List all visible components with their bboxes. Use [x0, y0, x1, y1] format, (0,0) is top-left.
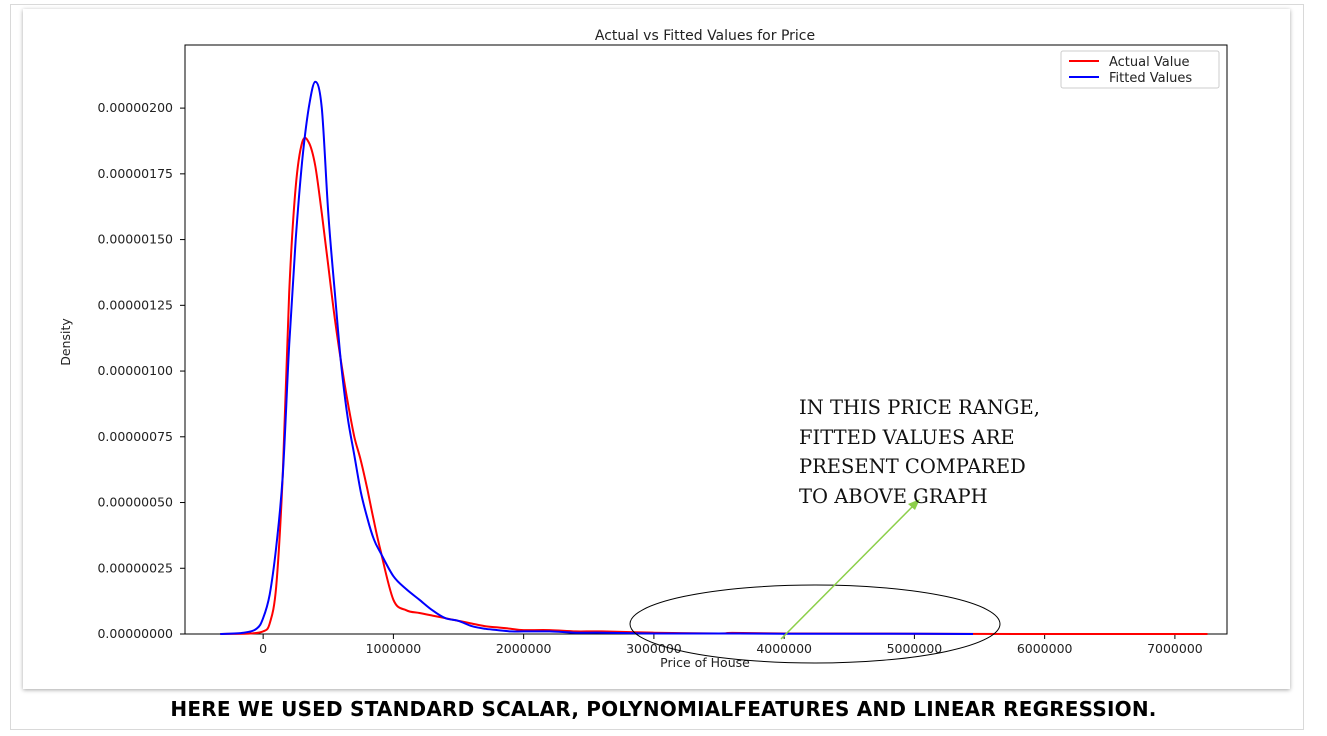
annotation-line-1: IN THIS PRICE RANGE, [799, 396, 1040, 419]
x-tick-label: 2000000 [496, 641, 552, 656]
annotation-line-2: FITTED VALUES ARE [799, 426, 1015, 449]
x-tick-label: 1000000 [366, 641, 422, 656]
y-tick-label: 0.00000175 [97, 166, 173, 181]
annotation-arrowhead [908, 499, 920, 510]
x-tick-label: 5000000 [887, 641, 943, 656]
series-layer [220, 80, 1208, 636]
x-tick-label: 3000000 [626, 641, 682, 656]
y-tick-label: 0.00000000 [97, 626, 173, 641]
y-tick-label: 0.00000050 [97, 495, 173, 510]
legend: Actual Value Fitted Values [1060, 50, 1220, 89]
caption: HERE WE USED STANDARD SCALAR, POLYNOMIAL… [170, 697, 1157, 721]
legend-box [1060, 50, 1220, 89]
y-tick-label: 0.00000150 [97, 232, 173, 247]
x-tick-label: 4000000 [756, 641, 812, 656]
series-line-actual [220, 136, 1208, 636]
x-axis-ticks: 0 1000000 2000000 3000000 4000000 5000000 6000… [259, 634, 1203, 656]
chart-panel: Actual vs Fitted Values for Price 0.0000… [23, 9, 1290, 689]
x-tick-label: 0 [259, 641, 267, 656]
x-axis-label: Price of House [660, 655, 750, 670]
annotation: IN THIS PRICE RANGE, FITTED VALUES ARE P… [629, 396, 1040, 664]
y-axis-label: Density [58, 318, 73, 366]
y-tick-label: 0.00000125 [97, 297, 173, 312]
y-axis-ticks: 0.00000000 0.00000025 0.00000050 0.00000075… [97, 100, 185, 641]
annotation-line-4: TO ABOVE GRAPH [799, 485, 988, 508]
density-chart: Actual vs Fitted Values for Price 0.0000… [58, 28, 1228, 670]
chart-title: Actual vs Fitted Values for Price [595, 28, 815, 44]
annotation-line-3: PRESENT COMPARED [799, 455, 1026, 478]
legend-label-actual: Actual Value [1109, 55, 1190, 70]
legend-label-fitted: Fitted Values [1109, 71, 1192, 86]
series-line-fitted [220, 80, 974, 635]
x-tick-label: 6000000 [1017, 641, 1073, 656]
y-tick-label: 0.00000075 [97, 429, 173, 444]
y-tick-label: 0.00000200 [97, 100, 173, 115]
plot-area [184, 44, 1228, 635]
y-tick-label: 0.00000100 [97, 363, 173, 378]
x-tick-label: 7000000 [1147, 641, 1203, 656]
y-tick-label: 0.00000025 [97, 560, 173, 575]
page-frame [10, 4, 1304, 730]
annotation-arrow [780, 502, 917, 640]
highlight-ellipse [629, 584, 1001, 664]
